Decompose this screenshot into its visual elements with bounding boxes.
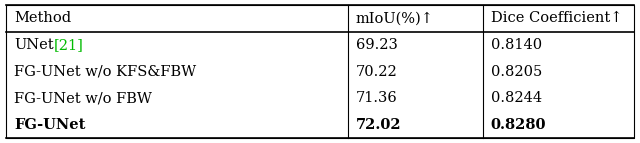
Text: 0.8244: 0.8244 bbox=[491, 91, 542, 105]
Text: [21]: [21] bbox=[54, 38, 84, 52]
Text: FG-UNet w/o FBW: FG-UNet w/o FBW bbox=[14, 91, 152, 105]
Text: 0.8280: 0.8280 bbox=[491, 118, 547, 132]
Text: Method: Method bbox=[14, 11, 71, 25]
Text: 71.36: 71.36 bbox=[356, 91, 397, 105]
Text: 0.8205: 0.8205 bbox=[491, 64, 542, 79]
Text: Dice Coefficient↑: Dice Coefficient↑ bbox=[491, 11, 622, 25]
Text: mIoU(%)↑: mIoU(%)↑ bbox=[356, 11, 434, 25]
Text: 70.22: 70.22 bbox=[356, 64, 397, 79]
Text: 69.23: 69.23 bbox=[356, 38, 398, 52]
Text: 72.02: 72.02 bbox=[356, 118, 401, 132]
Text: 0.8140: 0.8140 bbox=[491, 38, 542, 52]
Text: FG-UNet w/o KFS&FBW: FG-UNet w/o KFS&FBW bbox=[14, 64, 196, 79]
Text: UNet: UNet bbox=[14, 38, 54, 52]
Text: FG-UNet: FG-UNet bbox=[14, 118, 86, 132]
